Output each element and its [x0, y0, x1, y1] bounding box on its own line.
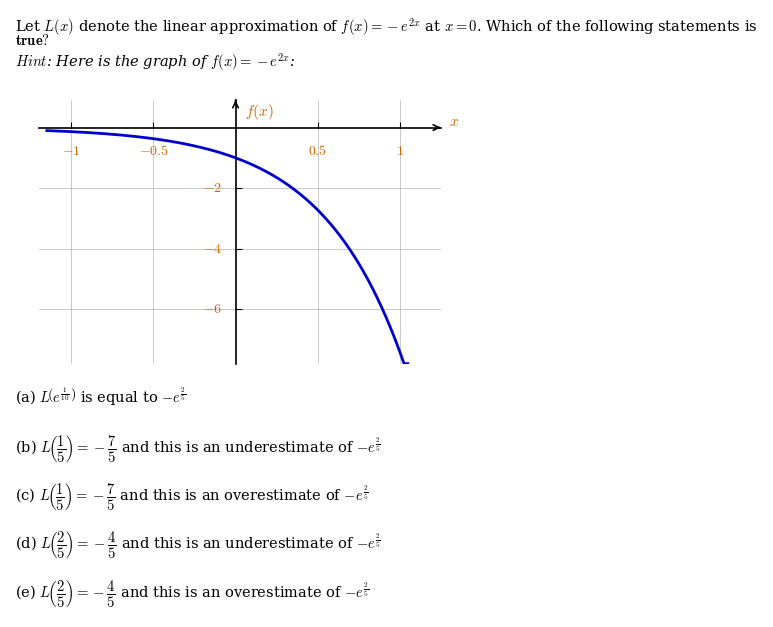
Text: (b) $L\!\left(\dfrac{1}{5}\right) = -\dfrac{7}{5}$ and this is an underestimate : (b) $L\!\left(\dfrac{1}{5}\right) = -\df…: [15, 434, 381, 465]
Text: (d) $L\!\left(\dfrac{2}{5}\right) = -\dfrac{4}{5}$ and this is an underestimate : (d) $L\!\left(\dfrac{2}{5}\right) = -\df…: [15, 530, 381, 561]
Text: $0.5$: $0.5$: [308, 144, 327, 158]
Text: $x$: $x$: [449, 115, 459, 129]
Text: $f(x)$: $f(x)$: [245, 102, 274, 122]
Text: $-4$: $-4$: [203, 241, 223, 256]
Text: $-0.5$: $-0.5$: [138, 144, 169, 158]
Text: $Hint$: Here is the graph of $f(x)=-e^{2x}$:: $Hint$: Here is the graph of $f(x)=-e^{2…: [15, 51, 296, 73]
Text: Let $L(x)$ denote the linear approximation of $f(x)=-e^{2x}$ at $x=0$. Which of : Let $L(x)$ denote the linear approximati…: [15, 16, 758, 38]
Text: $1$: $1$: [396, 144, 404, 158]
Text: (e) $L\!\left(\dfrac{2}{5}\right) = -\dfrac{4}{5}$ and this is an overestimate o: (e) $L\!\left(\dfrac{2}{5}\right) = -\df…: [15, 579, 369, 609]
Text: $\mathbf{true?}$: $\mathbf{true?}$: [15, 33, 50, 48]
Text: (c) $L\!\left(\dfrac{1}{5}\right) = -\dfrac{7}{5}$ and this is an overestimate o: (c) $L\!\left(\dfrac{1}{5}\right) = -\df…: [15, 482, 369, 513]
Text: (a) $L\!\left(e^{\frac{1}{10}}\right)$ is equal to $-e^{\frac{2}{5}}$: (a) $L\!\left(e^{\frac{1}{10}}\right)$ i…: [15, 386, 187, 408]
Text: $-6$: $-6$: [203, 302, 223, 316]
Text: $-1$: $-1$: [62, 144, 81, 158]
Text: $-2$: $-2$: [203, 181, 223, 195]
